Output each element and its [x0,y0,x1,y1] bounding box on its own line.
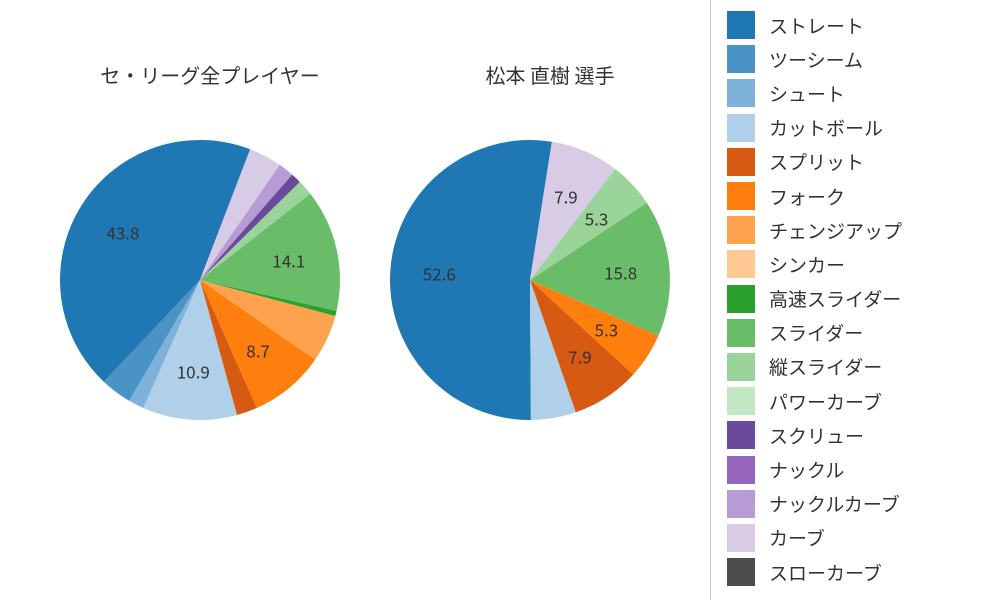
pie-labels-layer: 43.810.98.714.152.67.95.315.85.37.9 [0,0,710,600]
legend-label: スローカーブ [769,559,882,586]
pie-slice-label: 5.3 [595,317,619,342]
chart-container: セ・リーグ全プレイヤー 松本 直樹 選手 43.810.98.714.152.6… [0,0,1000,600]
legend-item: スプリット [727,145,988,179]
legend-label: シュート [769,80,845,107]
legend-item: スクリュー [727,418,988,452]
pie-slice-label: 8.7 [246,338,270,363]
pie-slice-label: 10.9 [177,358,210,383]
legend-label: カットボール [769,114,883,141]
legend-swatch [727,285,755,313]
legend-item: スローカーブ [727,555,988,589]
legend-label: スクリュー [769,422,864,449]
legend: ストレートツーシームシュートカットボールスプリットフォークチェンジアップシンカー… [710,0,1000,600]
pie-slice-label: 7.9 [568,344,592,369]
legend-item: カットボール [727,111,988,145]
legend-item: 縦スライダー [727,350,988,384]
legend-label: カーブ [769,524,825,551]
legend-swatch [727,353,755,381]
legend-swatch [727,490,755,518]
legend-swatch [727,79,755,107]
legend-swatch [727,421,755,449]
legend-swatch [727,319,755,347]
legend-label: ナックルカーブ [769,490,900,517]
legend-swatch [727,114,755,142]
legend-item: ナックル [727,452,988,486]
pie-slice-label: 7.9 [554,184,578,209]
pie-slice-label: 15.8 [604,260,637,285]
legend-label: 縦スライダー [769,353,882,380]
legend-swatch [727,182,755,210]
legend-swatch [727,11,755,39]
legend-item: シュート [727,76,988,110]
legend-label: パワーカーブ [769,388,882,415]
legend-label: スプリット [769,148,864,175]
legend-item: シンカー [727,247,988,281]
legend-item: パワーカーブ [727,384,988,418]
legend-label: ナックル [769,456,844,483]
legend-swatch [727,45,755,73]
legend-item: スライダー [727,316,988,350]
pie-slice-label: 52.6 [423,261,456,286]
legend-label: スライダー [769,319,863,346]
legend-item: ツーシーム [727,42,988,76]
legend-swatch [727,456,755,484]
pie-slice-label: 14.1 [272,248,305,273]
legend-swatch [727,250,755,278]
legend-label: チェンジアップ [769,217,902,244]
legend-label: シンカー [769,251,845,278]
legend-item: ナックルカーブ [727,487,988,521]
legend-label: ツーシーム [769,46,863,73]
legend-swatch [727,216,755,244]
pie-slice-label: 43.8 [106,219,139,244]
legend-item: フォーク [727,179,988,213]
legend-item: ストレート [727,8,988,42]
legend-item: チェンジアップ [727,213,988,247]
legend-swatch [727,387,755,415]
legend-swatch [727,148,755,176]
legend-label: フォーク [769,183,845,210]
pie-slice-label: 5.3 [585,205,609,230]
legend-swatch [727,558,755,586]
legend-item: 高速スライダー [727,282,988,316]
legend-swatch [727,524,755,552]
legend-label: 高速スライダー [769,285,901,312]
legend-item: カーブ [727,521,988,555]
legend-label: ストレート [769,12,864,39]
